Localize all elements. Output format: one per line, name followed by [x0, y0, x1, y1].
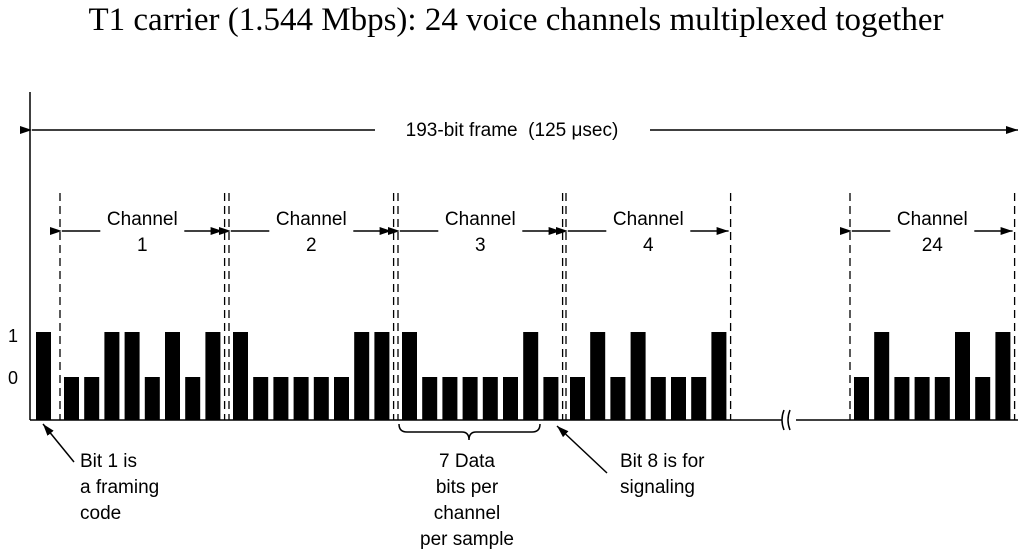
- bit-bar: [124, 332, 140, 420]
- channel-title: Channel: [276, 209, 347, 230]
- bit-bar: [253, 377, 269, 420]
- data-bits-note-line-1: 7 Data: [439, 451, 495, 472]
- channel-title: Channel: [107, 209, 178, 230]
- bit-bar: [874, 332, 890, 420]
- bit-bar: [104, 332, 120, 420]
- bit-bar: [354, 332, 370, 420]
- channel-number: 24: [922, 235, 944, 256]
- bit-bar: [293, 377, 309, 420]
- axis-label-low: 0: [8, 368, 18, 388]
- break-mark-icon: [781, 409, 791, 431]
- bit-bar: [894, 377, 910, 420]
- channel-number: 1: [137, 235, 148, 256]
- bit-bar: [523, 332, 539, 420]
- bit-bar: [630, 332, 646, 420]
- data-bits-note-line-2: bits per: [436, 477, 499, 498]
- channel-title: Channel: [613, 209, 684, 230]
- bit-bar: [185, 377, 201, 420]
- channel-label-bg: [100, 206, 185, 258]
- bit-bar: [711, 332, 727, 420]
- bit-bar: [975, 377, 991, 420]
- channel-label-bg: [606, 206, 691, 258]
- bit-bar: [334, 377, 349, 420]
- framing-note-line-2: a framing: [80, 477, 159, 498]
- channel-label-bg: [269, 206, 354, 258]
- bit-bar: [205, 332, 221, 420]
- framing-arrow: [42, 423, 75, 463]
- channel-group-2: Channel 2: [219, 193, 395, 420]
- channel-title: Channel: [445, 209, 516, 230]
- channel-group-24: Channel 24: [840, 193, 1016, 420]
- framing-bit: [36, 332, 51, 420]
- channel-number: 4: [643, 235, 654, 256]
- bit-bar: [233, 332, 248, 420]
- framing-annotation: Bit 1 is a framing code: [42, 423, 159, 524]
- bit-bar: [650, 377, 666, 420]
- bit-bar: [543, 377, 559, 420]
- signaling-arrow: [556, 425, 608, 474]
- bit-bar: [914, 377, 930, 420]
- bit-bar: [402, 332, 417, 420]
- bit-bar: [422, 377, 438, 420]
- bit-bar: [165, 332, 180, 420]
- axis-label-high: 1: [8, 326, 18, 346]
- page-title: T1 carrier (1.544 Mbps): 24 voice channe…: [88, 2, 944, 38]
- bit-bar: [374, 332, 390, 420]
- channel-number: 3: [475, 235, 486, 256]
- data-bits-note-line-3: channel: [434, 503, 501, 524]
- bit-bar: [84, 377, 100, 420]
- bit-bar: [482, 377, 498, 420]
- bit-bar: [995, 332, 1011, 420]
- bit-bar: [934, 377, 950, 420]
- bit-bar: [144, 377, 160, 420]
- channel-number: 2: [306, 235, 317, 256]
- bit-bar: [273, 377, 289, 420]
- data-bits-annotation: 7 Data bits per channel per sample: [398, 423, 541, 550]
- signaling-note-line-2: signaling: [620, 477, 695, 498]
- bit-bar: [691, 377, 707, 420]
- data-bits-brace: [398, 423, 541, 441]
- framing-note-line-3: code: [80, 503, 121, 524]
- channel-label-bg: [438, 206, 523, 258]
- channel-groups: Channel 1 Channel 2 Channel 3 Channel 4 Channel 2…: [50, 193, 1016, 420]
- bit-bar: [610, 377, 626, 420]
- bit-bar: [313, 377, 329, 420]
- signaling-note-line-1: Bit 8 is for: [620, 451, 705, 472]
- data-bits-note-line-4: per sample: [420, 529, 514, 550]
- bit-bar: [64, 377, 79, 420]
- bit-bar: [955, 332, 970, 420]
- channel-group-3: Channel 3: [388, 193, 564, 420]
- bit-bar: [462, 377, 478, 420]
- channel-group-4: Channel 4: [556, 193, 732, 420]
- bit-bar: [854, 377, 869, 420]
- frame-label: 193-bit frame (125 μsec): [406, 120, 619, 141]
- framing-note-line-1: Bit 1 is: [80, 451, 137, 472]
- signaling-annotation: Bit 8 is for signaling: [556, 425, 705, 498]
- bit-bar: [671, 377, 686, 420]
- bit-bar: [590, 332, 606, 420]
- bit-bar: [503, 377, 518, 420]
- channel-label-bg: [890, 206, 975, 258]
- channel-title: Channel: [897, 209, 968, 230]
- bit-bar: [570, 377, 585, 420]
- bit-bar: [442, 377, 458, 420]
- channel-group-1: Channel 1: [50, 193, 226, 420]
